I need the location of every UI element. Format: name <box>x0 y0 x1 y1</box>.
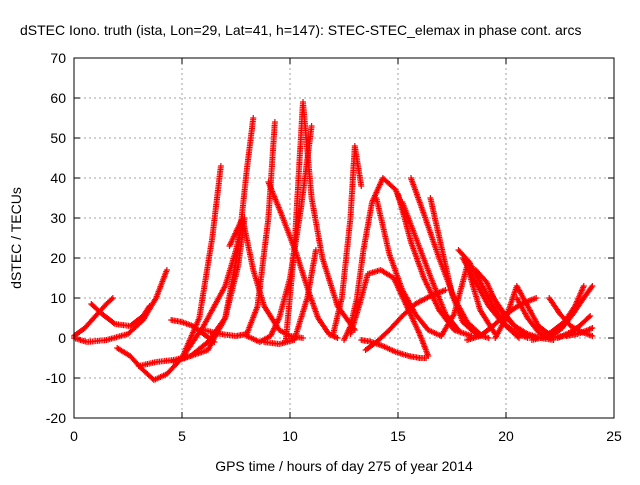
series-arc <box>282 99 358 345</box>
y-tick-label: 50 <box>50 130 66 146</box>
series-arc <box>71 267 170 345</box>
axis-ticks: 0 5 10 15 20 25 -20 -10 0 10 20 30 40 50 60 70 <box>46 50 622 444</box>
x-tick-label: 20 <box>498 428 514 444</box>
series-arc <box>170 215 248 365</box>
series-markers <box>563 325 596 339</box>
series-markers <box>427 195 492 341</box>
series-arc <box>427 195 492 341</box>
series-markers <box>282 99 358 345</box>
series-marks <box>71 99 596 383</box>
series-arc <box>373 195 445 339</box>
plot-frame <box>73 57 615 419</box>
x-tick-label: 5 <box>178 428 186 444</box>
series-markers <box>261 247 319 347</box>
y-tick-label: 40 <box>50 170 66 186</box>
y-tick-label: -10 <box>46 370 66 386</box>
y-tick-label: 0 <box>58 330 66 346</box>
y-tick-label: -20 <box>46 410 66 426</box>
series-markers <box>170 215 248 365</box>
x-tick-label: 25 <box>606 428 622 444</box>
y-tick-label: 20 <box>50 250 66 266</box>
chart-title: dSTEC Iono. truth (ista, Lon=29, Lat=41,… <box>20 22 581 38</box>
series-arc <box>261 247 319 347</box>
y-tick-label: 30 <box>50 210 66 226</box>
y-tick-label: 10 <box>50 290 66 306</box>
x-tick-label: 0 <box>70 428 78 444</box>
series-arc <box>347 267 432 359</box>
series-markers <box>492 283 555 341</box>
series-markers <box>330 143 365 337</box>
x-tick-label: 10 <box>282 428 298 444</box>
x-axis-label: GPS time / hours of day 275 of year 2014 <box>215 458 473 474</box>
x-tick-label: 15 <box>390 428 406 444</box>
series-markers <box>71 267 170 345</box>
y-tick-label: 60 <box>50 90 66 106</box>
series-markers <box>347 267 432 359</box>
series-arc <box>330 143 365 337</box>
y-tick-label: 70 <box>50 50 66 66</box>
series-arc <box>563 325 596 339</box>
series-arc <box>492 283 555 341</box>
series-markers <box>373 195 445 339</box>
y-axis-label: dSTEC / TECUs <box>8 187 24 289</box>
